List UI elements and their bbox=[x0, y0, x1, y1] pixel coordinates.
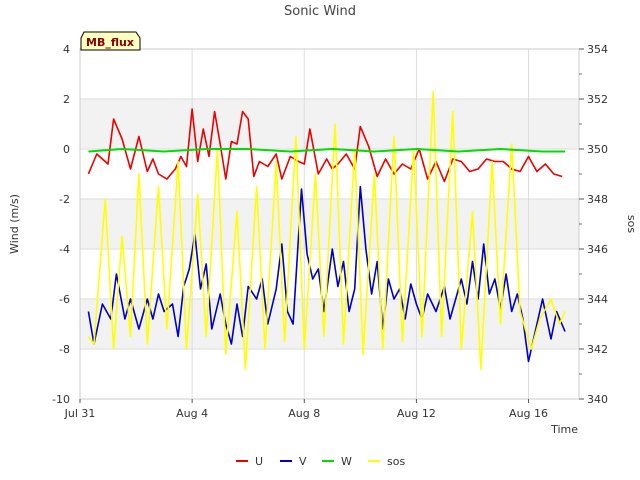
series-line-w bbox=[88, 148, 565, 153]
y-tick-label: -10 bbox=[52, 393, 70, 406]
series-line-u bbox=[87, 108, 563, 183]
site-badge: MB_flux bbox=[80, 31, 141, 51]
series-line-sos bbox=[87, 90, 566, 370]
legend-item-v: V bbox=[280, 455, 307, 468]
right-axis: 340 342 344 346 348 350 352 354 bbox=[579, 43, 608, 406]
y2-tick-label: 350 bbox=[587, 143, 608, 156]
x-axis-label: Time bbox=[550, 423, 578, 436]
legend-label: U bbox=[255, 455, 263, 468]
y2-tick-label: 354 bbox=[587, 43, 608, 56]
x-tick-label: Jul 31 bbox=[64, 407, 96, 420]
y-tick-label: -6 bbox=[59, 293, 70, 306]
y-tick-label: -8 bbox=[59, 343, 70, 356]
y2-tick-label: 344 bbox=[587, 293, 608, 306]
y2-tick-label: 340 bbox=[587, 393, 608, 406]
y-tick-label: -2 bbox=[59, 193, 70, 206]
y2-axis-label: sos bbox=[625, 215, 638, 233]
legend-label: sos bbox=[387, 455, 405, 468]
grid-band bbox=[80, 299, 579, 349]
legend-item-sos: sos bbox=[368, 455, 405, 468]
legend-label: V bbox=[299, 455, 307, 468]
legend-item-u: U bbox=[236, 455, 263, 468]
y2-tick-label: 348 bbox=[587, 193, 608, 206]
series-line-v bbox=[87, 185, 566, 363]
series-layer bbox=[87, 90, 566, 370]
y2-tick-label: 346 bbox=[587, 243, 608, 256]
y-tick-label: -4 bbox=[59, 243, 70, 256]
badge-label: MB_flux bbox=[86, 36, 134, 49]
grid-band bbox=[80, 99, 579, 149]
y-axis-label: Wind (m/s) bbox=[8, 194, 21, 254]
y-tick-label: 4 bbox=[63, 43, 70, 56]
x-axis: Jul 31 Aug 4 Aug 8 Aug 12 Aug 16 bbox=[64, 399, 548, 420]
x-tick-label: Aug 4 bbox=[176, 407, 208, 420]
y-tick-label: 2 bbox=[63, 93, 70, 106]
legend-item-w: W bbox=[322, 455, 352, 468]
y-tick-label: 0 bbox=[63, 143, 70, 156]
y2-tick-label: 352 bbox=[587, 93, 608, 106]
x-tick-label: Aug 16 bbox=[509, 407, 548, 420]
legend-label: W bbox=[341, 455, 352, 468]
chart-title: Sonic Wind bbox=[284, 4, 356, 19]
x-tick-label: Aug 8 bbox=[288, 407, 320, 420]
y2-tick-label: 342 bbox=[587, 343, 608, 356]
x-tick-label: Aug 12 bbox=[397, 407, 436, 420]
left-axis: -10 -8 -6 -4 -2 0 2 4 bbox=[52, 43, 70, 406]
badge-shape bbox=[80, 31, 141, 51]
